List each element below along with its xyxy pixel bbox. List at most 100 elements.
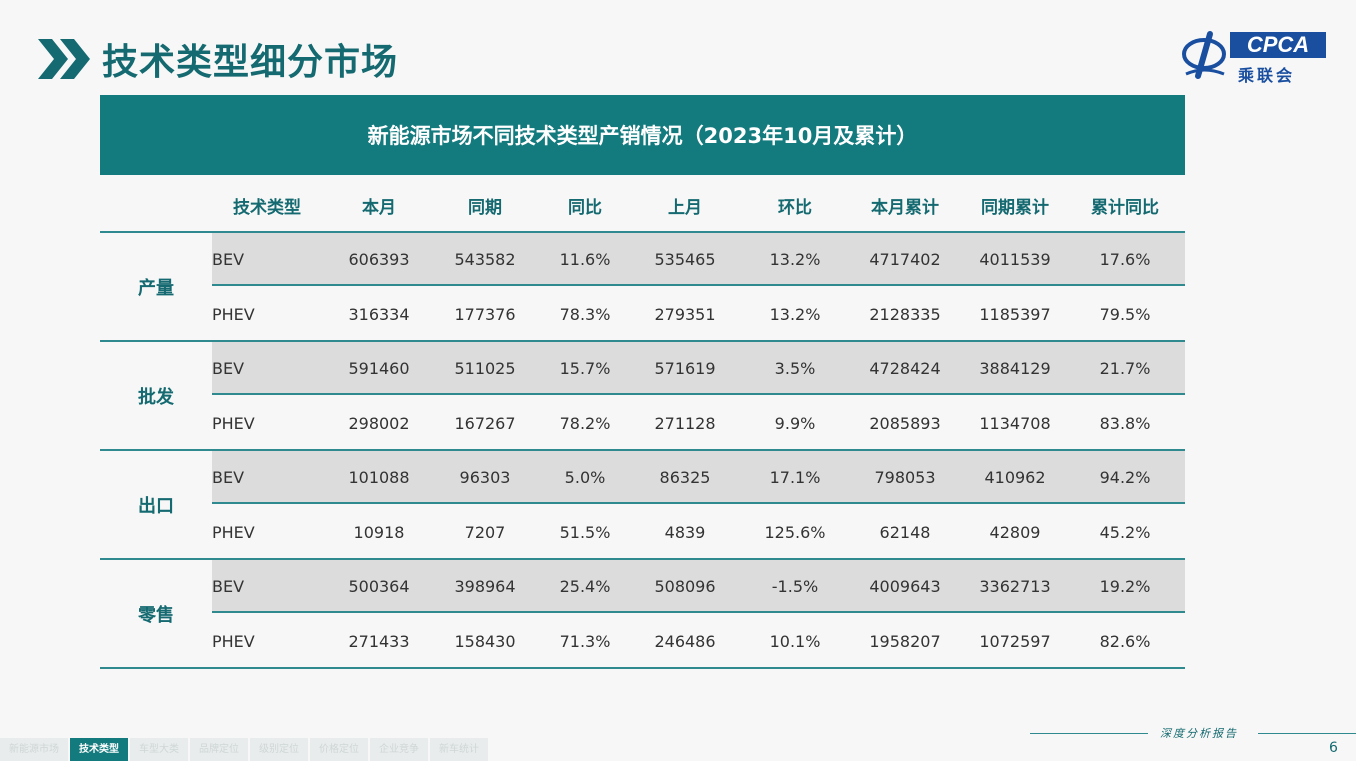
cell-ytd: 4728424 [869, 359, 941, 378]
cell-same-period: 7207 [464, 523, 506, 542]
nav-tab[interactable]: 新能源市场 [0, 738, 68, 761]
cell-yoy: 78.3% [559, 305, 611, 324]
cell-ytd: 2128335 [869, 305, 941, 324]
group-label: 零售 [138, 604, 174, 626]
slide-title: 技术类型细分市场 [102, 42, 399, 83]
cell-type: PHEV [212, 305, 255, 324]
group-label: 出口 [138, 495, 174, 517]
cell-type: BEV [212, 468, 245, 487]
footer-caption: 深度分析报告 [1160, 727, 1238, 740]
cell-last-month: 246486 [654, 632, 716, 651]
table-row: BEV 500364 398964 25.4% 508096 -1.5% 4009643 33… [212, 560, 1185, 613]
cell-yoy: 78.2% [559, 414, 611, 433]
table-bottom-rule [100, 667, 1185, 669]
column-header-ytd-yoy: 累计同比 [1091, 198, 1159, 218]
section-nav: 新能源市场 技术类型 车型大类 品牌定位 级别定位 价格定位 企业竞争 新车统计 [0, 738, 490, 761]
cell-this-month: 10918 [353, 523, 405, 542]
column-header-this-month: 本月 [362, 198, 396, 218]
cell-ytd-prior: 3884129 [979, 359, 1051, 378]
cell-ytd-yoy: 19.2% [1099, 577, 1151, 596]
cell-ytd-yoy: 17.6% [1099, 250, 1151, 269]
table-row: BEV 101088 96303 5.0% 86325 17.1% 798053 410962… [212, 451, 1185, 504]
cell-ytd: 4717402 [869, 250, 941, 269]
cell-ytd-prior: 1185397 [979, 305, 1051, 324]
cell-last-month: 86325 [659, 468, 711, 487]
cell-ytd: 2085893 [869, 414, 941, 433]
cell-ytd: 1958207 [869, 632, 941, 651]
cell-type: BEV [212, 250, 245, 269]
cell-last-month: 508096 [654, 577, 716, 596]
logo-wordmark: CPCA [1230, 32, 1326, 58]
cell-ytd-yoy: 21.7% [1099, 359, 1151, 378]
cell-same-period: 167267 [454, 414, 516, 433]
page-number: 6 [1329, 740, 1338, 756]
cell-type: BEV [212, 359, 245, 378]
column-header-last-month: 上月 [668, 198, 702, 218]
nav-tab[interactable]: 技术类型 [70, 738, 128, 761]
cell-type: BEV [212, 577, 245, 596]
cell-ytd-yoy: 83.8% [1099, 414, 1151, 433]
table-row: PHEV 10918 7207 51.5% 4839 125.6% 62148 42809 45… [212, 506, 1185, 559]
cell-this-month: 298002 [348, 414, 410, 433]
table-row: PHEV 271433 158430 71.3% 246486 10.1% 1958207 1… [212, 615, 1185, 668]
cell-yoy: 71.3% [559, 632, 611, 651]
cell-this-month: 500364 [348, 577, 410, 596]
cell-mom: 9.9% [774, 414, 816, 433]
cell-ytd-prior: 4011539 [979, 250, 1051, 269]
cell-mom: 13.2% [769, 305, 821, 324]
cpca-logo: CPCA 乘联会 [1180, 28, 1330, 86]
cell-last-month: 4839 [664, 523, 706, 542]
cell-mom: 10.1% [769, 632, 821, 651]
cell-ytd-prior: 410962 [984, 468, 1046, 487]
row-group: 零售 BEV 500364 398964 25.4% 508096 -1.5% 4009643… [100, 558, 1185, 667]
nav-tab[interactable]: 车型大类 [130, 738, 188, 761]
cell-this-month: 101088 [348, 468, 410, 487]
cell-yoy: 5.0% [564, 468, 606, 487]
cell-mom: 125.6% [764, 523, 826, 542]
nav-tab[interactable]: 价格定位 [310, 738, 368, 761]
nav-tab[interactable]: 品牌定位 [190, 738, 248, 761]
cell-mom: 3.5% [774, 359, 816, 378]
group-label: 产量 [138, 277, 174, 299]
cell-this-month: 606393 [348, 250, 410, 269]
cell-yoy: 51.5% [559, 523, 611, 542]
cell-same-period: 398964 [454, 577, 516, 596]
cell-this-month: 316334 [348, 305, 410, 324]
cell-yoy: 11.6% [559, 250, 611, 269]
cell-type: PHEV [212, 414, 255, 433]
cell-same-period: 96303 [459, 468, 511, 487]
nav-tab[interactable]: 级别定位 [250, 738, 308, 761]
cell-type: PHEV [212, 632, 255, 651]
cell-ytd-prior: 42809 [989, 523, 1041, 542]
group-label: 批发 [138, 386, 174, 408]
column-header-ytd-prior: 同期累计 [981, 198, 1049, 218]
cell-ytd: 62148 [879, 523, 931, 542]
data-table: 新能源市场不同技术类型产销情况（2023年10月及累计） 技术类型 本月 同期 同比 上… [100, 95, 1185, 669]
nav-tab[interactable]: 企业竞争 [370, 738, 428, 761]
cell-ytd-yoy: 79.5% [1099, 305, 1151, 324]
cell-ytd-prior: 3362713 [979, 577, 1051, 596]
table-header-row: 技术类型 本月 同期 同比 上月 环比 本月累计 同期累计 累计同比 [100, 175, 1185, 231]
column-header-yoy: 同比 [568, 198, 602, 218]
cell-mom: 17.1% [769, 468, 821, 487]
cell-same-period: 158430 [454, 632, 516, 651]
cell-last-month: 271128 [654, 414, 716, 433]
cell-ytd: 798053 [874, 468, 936, 487]
cell-ytd-prior: 1134708 [979, 414, 1051, 433]
cell-ytd-prior: 1072597 [979, 632, 1051, 651]
cell-ytd-yoy: 45.2% [1099, 523, 1151, 542]
cell-type: PHEV [212, 523, 255, 542]
column-header-same-period: 同期 [468, 198, 502, 218]
cell-same-period: 543582 [454, 250, 516, 269]
row-group: 产量 BEV 606393 543582 11.6% 535465 13.2% 4717402… [100, 231, 1185, 340]
table-body: 产量 BEV 606393 543582 11.6% 535465 13.2% 4717402… [100, 231, 1185, 667]
cell-ytd-yoy: 82.6% [1099, 632, 1151, 651]
cell-mom: 13.2% [769, 250, 821, 269]
column-header-type: 技术类型 [233, 198, 301, 218]
table-title: 新能源市场不同技术类型产销情况（2023年10月及累计） [100, 95, 1185, 175]
cell-ytd: 4009643 [869, 577, 941, 596]
nav-tab[interactable]: 新车统计 [430, 738, 488, 761]
double-chevron-icon [38, 39, 90, 79]
cell-last-month: 571619 [654, 359, 716, 378]
row-group: 批发 BEV 591460 511025 15.7% 571619 3.5% 4728424 3… [100, 340, 1185, 449]
